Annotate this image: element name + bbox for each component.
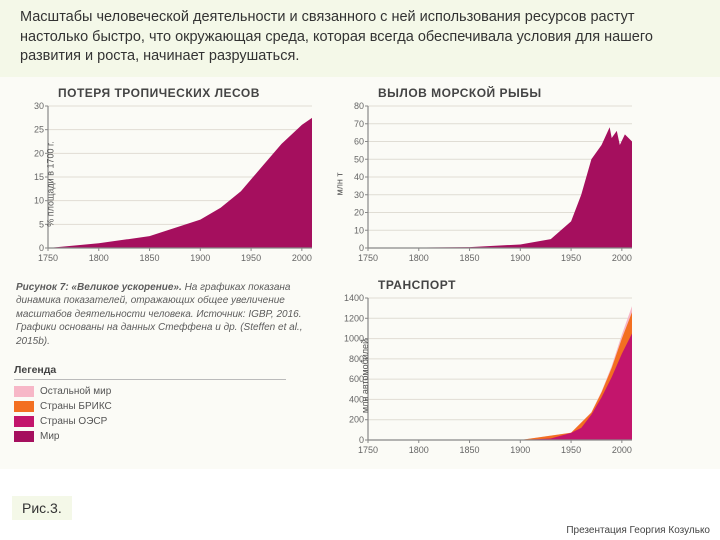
chart-transport-title: ТРАНСПОРТ xyxy=(330,275,640,292)
svg-text:1900: 1900 xyxy=(190,253,210,263)
legend-swatch xyxy=(14,431,34,442)
svg-text:1750: 1750 xyxy=(358,253,378,263)
svg-text:1200: 1200 xyxy=(344,313,364,323)
caption-title: Рисунок 7: «Великое ускорение». xyxy=(16,282,182,293)
legend-row: Страны БРИКС xyxy=(14,401,316,412)
svg-text:200: 200 xyxy=(349,414,364,424)
charts-panel: ПОТЕРЯ ТРОПИЧЕСКИХ ЛЕСОВ % площади в 170… xyxy=(0,77,720,469)
svg-text:0: 0 xyxy=(359,435,364,445)
svg-text:1950: 1950 xyxy=(561,445,581,455)
chart-transport-plot: 0200400600800100012001400175018001850190… xyxy=(330,292,640,460)
svg-text:15: 15 xyxy=(34,172,44,182)
chart-forest-ylabel: % площади в 1700 г. xyxy=(46,141,56,226)
credit-text: Презентация Георгия Козулько xyxy=(566,525,710,536)
legend-row: Остальной мир xyxy=(14,386,316,397)
svg-text:5: 5 xyxy=(39,219,44,229)
svg-text:20: 20 xyxy=(34,148,44,158)
legend-label: Страны БРИКС xyxy=(40,401,112,412)
header-band: Масштабы человеческой деятельности и свя… xyxy=(0,0,720,77)
svg-text:1800: 1800 xyxy=(409,253,429,263)
legend-label: Остальной мир xyxy=(40,386,111,397)
svg-text:2000: 2000 xyxy=(612,253,632,263)
svg-text:60: 60 xyxy=(354,136,364,146)
chart-fish-plot: 0 10 20 30 40 50 60 70 80 1750 1800 1850 1900 1950 200… xyxy=(330,100,640,268)
svg-text:1400: 1400 xyxy=(344,293,364,303)
chart-fish-ylabel: млн т xyxy=(335,172,345,195)
figure-caption: Рисунок 7: «Великое ускорение». На графи… xyxy=(14,277,316,365)
svg-text:1750: 1750 xyxy=(38,253,58,263)
svg-text:0: 0 xyxy=(39,243,44,253)
svg-text:1750: 1750 xyxy=(358,445,378,455)
legend-items: Остальной мир Страны БРИКС Страны ОЭСР Мир xyxy=(14,386,316,442)
legend-row: Мир xyxy=(14,431,316,442)
legend-swatch xyxy=(14,401,34,412)
svg-text:1850: 1850 xyxy=(460,445,480,455)
svg-text:2000: 2000 xyxy=(292,253,312,263)
svg-text:1900: 1900 xyxy=(510,253,530,263)
chart-fish-title: ВЫЛОВ МОРСКОЙ РЫБЫ xyxy=(330,83,640,100)
intro-text: Масштабы человеческой деятельности и свя… xyxy=(20,8,700,67)
svg-text:30: 30 xyxy=(354,189,364,199)
svg-text:0: 0 xyxy=(359,243,364,253)
svg-text:70: 70 xyxy=(354,118,364,128)
svg-text:1950: 1950 xyxy=(561,253,581,263)
svg-text:1900: 1900 xyxy=(510,445,530,455)
svg-text:1800: 1800 xyxy=(89,253,109,263)
chart-transport: ТРАНСПОРТ млн автомобилей 02004006008001… xyxy=(330,275,640,463)
chart-forest-plot: 0 5 10 15 20 25 30 1750 1800 1850 1900 1950 2000 xyxy=(10,100,320,268)
legend-title: Легенда xyxy=(14,364,286,380)
chart-transport-ylabel: млн автомобилей xyxy=(360,339,370,413)
svg-text:20: 20 xyxy=(354,207,364,217)
chart-forest-title: ПОТЕРЯ ТРОПИЧЕСКИХ ЛЕСОВ xyxy=(10,83,320,100)
svg-text:80: 80 xyxy=(354,101,364,111)
svg-text:25: 25 xyxy=(34,124,44,134)
chart-fish: ВЫЛОВ МОРСКОЙ РЫБЫ млн т 0 10 20 30 40 50 60 70… xyxy=(330,83,640,271)
svg-text:10: 10 xyxy=(354,225,364,235)
caption-legend-cell: Рисунок 7: «Великое ускорение». На графи… xyxy=(10,275,320,463)
svg-text:50: 50 xyxy=(354,154,364,164)
svg-text:40: 40 xyxy=(354,172,364,182)
svg-text:1950: 1950 xyxy=(241,253,261,263)
svg-text:1850: 1850 xyxy=(140,253,160,263)
figure-label: Рис.3. xyxy=(12,496,72,520)
svg-text:10: 10 xyxy=(34,195,44,205)
svg-text:30: 30 xyxy=(34,101,44,111)
svg-text:1800: 1800 xyxy=(409,445,429,455)
svg-text:1850: 1850 xyxy=(460,253,480,263)
svg-text:2000: 2000 xyxy=(612,445,632,455)
legend-swatch xyxy=(14,416,34,427)
chart-forest: ПОТЕРЯ ТРОПИЧЕСКИХ ЛЕСОВ % площади в 170… xyxy=(10,83,320,271)
legend-label: Мир xyxy=(40,431,59,442)
legend-swatch xyxy=(14,386,34,397)
legend-label: Страны ОЭСР xyxy=(40,416,107,427)
legend-row: Страны ОЭСР xyxy=(14,416,316,427)
